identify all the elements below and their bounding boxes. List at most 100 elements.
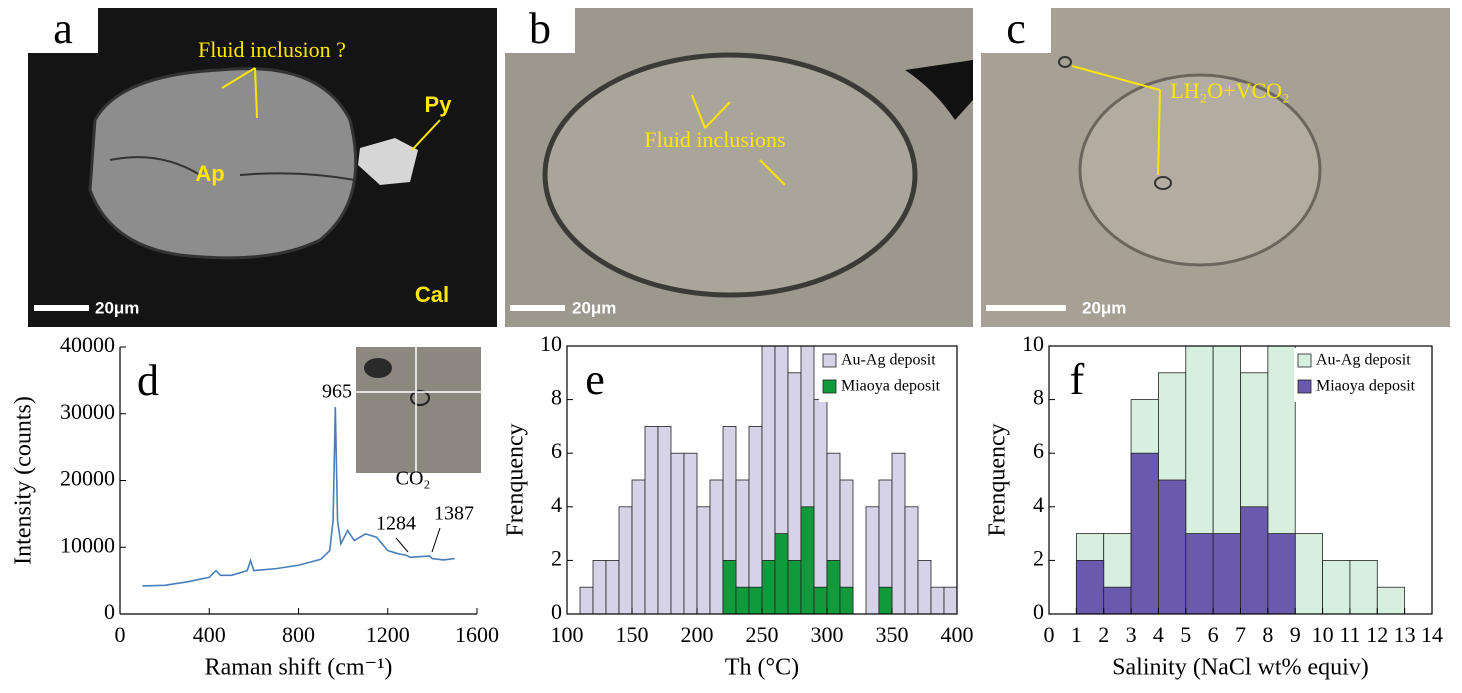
x-tick-label: 400 xyxy=(941,622,974,647)
y-tick-label: 2 xyxy=(551,545,562,570)
photo-b: b Fluid inclusions 20μm xyxy=(505,4,973,327)
leader xyxy=(396,538,408,552)
bar xyxy=(905,507,918,614)
legend-label: Au-Ag deposit xyxy=(1316,352,1411,369)
peak-label: 965 xyxy=(322,381,352,403)
bar xyxy=(931,587,944,614)
legend-swatch xyxy=(823,354,836,367)
x-axis-label: Salinity (NaCl wt% equiv) xyxy=(1112,655,1369,681)
x-tick-label: 350 xyxy=(876,622,909,647)
bar xyxy=(723,560,736,614)
bar xyxy=(1186,534,1213,614)
x-tick-label: 6 xyxy=(1208,622,1219,647)
y-tick-label: 10 xyxy=(540,331,562,356)
bar xyxy=(840,587,853,614)
bar xyxy=(801,507,814,614)
y-tick-label: 4 xyxy=(1033,492,1044,517)
x-tick-label: 0 xyxy=(1044,622,1055,647)
scale-bar-label: 20μm xyxy=(1082,298,1126,317)
bar xyxy=(1213,534,1240,614)
x-tick-label: 250 xyxy=(746,622,779,647)
bar xyxy=(710,480,723,614)
bar xyxy=(762,560,775,614)
x-tick-label: 400 xyxy=(193,622,226,647)
x-tick-label: 1600 xyxy=(455,622,499,647)
bar xyxy=(1158,480,1185,614)
y-tick-label: 8 xyxy=(1033,385,1044,410)
bar xyxy=(671,453,684,614)
x-tick-label: 12 xyxy=(1366,622,1388,647)
y-tick-label: 30000 xyxy=(60,399,115,424)
x-tick-label: 100 xyxy=(551,622,584,647)
legend-swatch xyxy=(823,380,836,393)
bar xyxy=(1350,560,1377,614)
species-label: CO₂ xyxy=(396,468,431,490)
bar xyxy=(697,507,710,614)
panel-letter: a xyxy=(53,4,73,53)
bar xyxy=(658,426,671,614)
y-tick-label: 20000 xyxy=(60,466,115,491)
y-tick-label: 0 xyxy=(104,599,115,624)
panel-letter: d xyxy=(137,356,159,405)
scale-bar-label: 20μm xyxy=(95,298,139,317)
x-tick-label: 1 xyxy=(1071,622,1082,647)
bar xyxy=(1377,587,1404,614)
bar xyxy=(1104,587,1131,614)
bar xyxy=(879,587,892,614)
x-tick-label: 4 xyxy=(1153,622,1164,647)
bar xyxy=(749,587,762,614)
y-tick-label: 8 xyxy=(551,385,562,410)
mineral-label: Cal xyxy=(415,282,449,307)
x-axis-label: Th (°C) xyxy=(725,655,799,681)
bar xyxy=(1323,560,1350,614)
peak-label: 1387 xyxy=(434,503,474,525)
bar xyxy=(619,507,632,614)
x-tick-label: 300 xyxy=(811,622,844,647)
y-axis-label: Intensity (counts) xyxy=(11,396,37,565)
figure: a Fluid inclusion ? Ap Py Cal 20μm b Flu… xyxy=(0,0,1462,693)
x-tick-label: 9 xyxy=(1290,622,1301,647)
y-tick-label: 0 xyxy=(551,599,562,624)
x-tick-label: 800 xyxy=(282,622,315,647)
x-tick-label: 7 xyxy=(1235,622,1246,647)
y-tick-label: 6 xyxy=(1033,438,1044,463)
bar xyxy=(632,480,645,614)
peak-label: 1284 xyxy=(376,513,416,535)
y-axis-label: Frenquency xyxy=(985,423,1011,536)
x-tick-label: 0 xyxy=(115,622,126,647)
x-tick-label: 5 xyxy=(1180,622,1191,647)
scale-bar-label: 20μm xyxy=(572,298,616,317)
y-axis-label: Frenquency xyxy=(503,423,529,536)
bar xyxy=(918,560,931,614)
bar xyxy=(749,426,762,614)
annotation: Fluid inclusion ? xyxy=(198,37,346,62)
raman-inset-photo xyxy=(356,347,481,473)
bar xyxy=(645,426,658,614)
legend-swatch xyxy=(1298,380,1311,393)
mineral-label: Ap xyxy=(195,161,224,186)
bar xyxy=(606,560,619,614)
bar xyxy=(1295,534,1322,614)
x-tick-label: 10 xyxy=(1312,622,1334,647)
bar xyxy=(775,534,788,614)
legend-swatch xyxy=(1298,354,1311,367)
x-tick-label: 13 xyxy=(1394,622,1416,647)
x-tick-label: 3 xyxy=(1126,622,1137,647)
bar xyxy=(1268,534,1295,614)
legend-label: Miaoya deposit xyxy=(841,378,941,395)
bar xyxy=(580,587,593,614)
annotation: LH₂O+VCO₂ xyxy=(1170,78,1289,103)
annotation: Fluid inclusions xyxy=(644,127,785,152)
bar xyxy=(866,507,879,614)
photo-a: a Fluid inclusion ? Ap Py Cal 20μm xyxy=(28,4,497,327)
y-tick-label: 4 xyxy=(551,492,562,517)
bar xyxy=(1241,507,1268,614)
panel-letter: c xyxy=(1006,4,1026,53)
panel-letter: e xyxy=(585,355,605,404)
bar xyxy=(593,560,606,614)
x-axis-label: Raman shift (cm⁻¹) xyxy=(205,655,393,681)
bar xyxy=(788,560,801,614)
x-tick-label: 14 xyxy=(1421,622,1443,647)
bar xyxy=(1131,453,1158,614)
leader xyxy=(432,528,440,552)
